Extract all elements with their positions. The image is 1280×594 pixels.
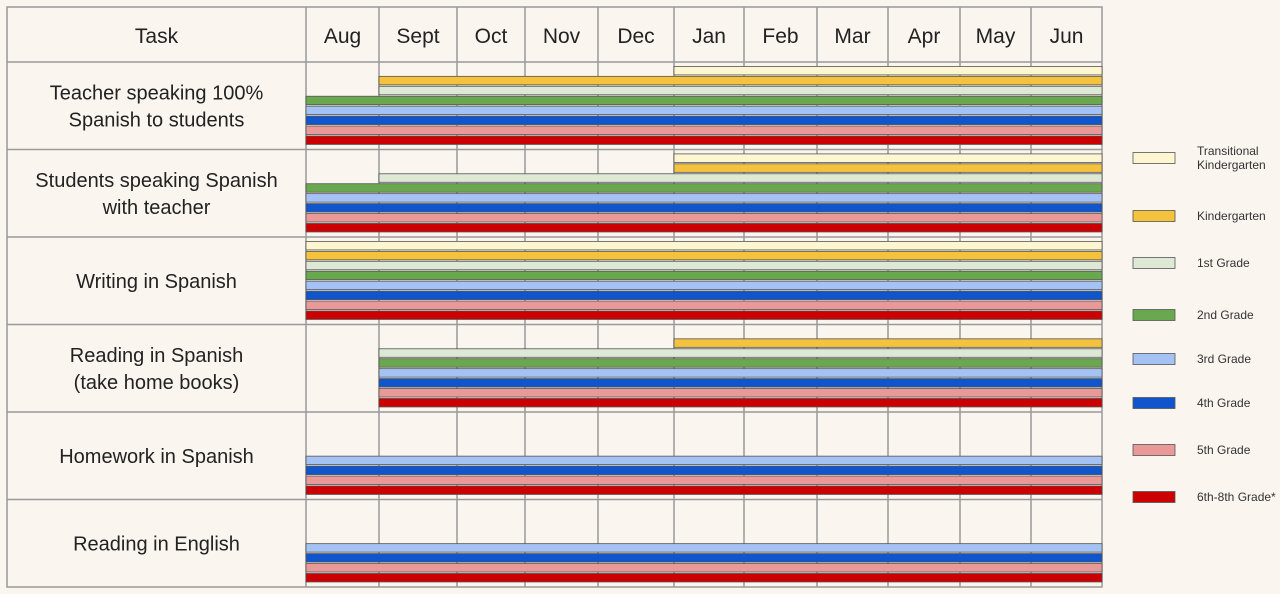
task-label: with teacher [102,197,211,219]
bar-g2-task-1 [305,95,1103,106]
task-label: Reading in English [73,533,240,555]
bar-g3-task-1 [305,105,1103,116]
bar-g5-task-5 [305,475,1103,485]
legend-swatch-g68 [1132,491,1176,503]
month-header-sept: Sept [396,25,439,48]
bar-k-task-2 [673,163,1103,173]
bar-tk-task-2 [673,153,1103,163]
bar-k-task-4 [673,338,1103,348]
bar-g5-task-3 [305,300,1103,310]
legend-label-g3: 3rd Grade [1197,352,1251,366]
month-header-apr: Apr [908,25,941,48]
legend-swatch-tk [1132,152,1176,164]
task-label: Reading in Spanish [70,345,243,367]
legend-swatch-g3 [1132,353,1176,365]
legend-swatch-g4 [1132,397,1176,409]
bar-k-task-3 [305,250,1103,261]
bar-g3-task-4 [378,368,1103,378]
bar-g3-task-2 [305,193,1103,203]
bar-g2-task-4 [378,358,1103,368]
legend-label-g5: 5th Grade [1197,443,1251,457]
legend-label-tk: Transitional [1197,144,1259,158]
legend-swatch-g5 [1132,444,1176,456]
bar-g68-task-6 [305,573,1103,583]
bar-g3-task-6 [305,543,1103,553]
month-header-feb: Feb [762,25,798,48]
bar-g68-task-3 [305,310,1103,320]
bar-g2-task-3 [305,270,1103,281]
bar-g4-task-4 [378,378,1103,388]
legend-swatch-g2 [1132,309,1176,321]
legend-swatch-g1 [1132,257,1176,269]
bar-g68-task-2 [305,223,1103,233]
bar-g2-task-2 [305,183,1103,193]
legend-label-g4: 4th Grade [1197,396,1251,410]
bar-g68-task-1 [305,135,1103,145]
month-header-may: May [976,25,1016,48]
task-label: (take home books) [74,372,240,394]
legend-label-tk: Kindergarten [1197,158,1266,172]
bar-g1-task-3 [305,260,1103,271]
bar-g4-task-5 [305,465,1103,475]
bar-g4-task-1 [305,115,1103,125]
bar-g3-task-3 [305,280,1103,291]
task-label: Teacher speaking 100% [50,82,264,104]
bar-g1-task-4 [378,348,1103,358]
legend-label-g2: 2nd Grade [1197,308,1254,322]
bar-g1-task-1 [378,85,1103,96]
month-header-dec: Dec [617,25,654,48]
bar-g68-task-4 [378,398,1103,408]
bar-k-task-1 [378,75,1103,86]
text-layer: Task Aug Sept Oct Nov Dec Jan Feb Mar Apr May Jun Te… [35,25,1083,555]
month-header-aug: Aug [324,25,361,48]
bar-g5-task-4 [378,388,1103,398]
bar-g68-task-5 [305,485,1103,495]
legend-label-g1: 1st Grade [1197,256,1250,270]
task-label: Homework in Spanish [59,446,254,468]
month-header-jun: Jun [1050,25,1084,48]
bar-g5-task-1 [305,125,1103,135]
month-header-nov: Nov [543,25,581,48]
month-header-mar: Mar [834,25,870,48]
month-header-jan: Jan [692,25,726,48]
task-label: Spanish to students [69,109,245,131]
legend: TransitionalKindergartenKindergarten1st … [1132,144,1276,504]
legend-label-g68: 6th-8th Grade* [1197,490,1276,504]
month-header-oct: Oct [475,25,508,48]
bar-tk-task-3 [305,240,1103,251]
bar-tk-task-1 [673,66,1103,76]
bar-g3-task-5 [305,455,1103,466]
legend-swatch-k [1132,210,1176,222]
legend-label-k: Kindergarten [1197,209,1266,223]
bar-layer [305,66,1103,583]
bar-g4-task-2 [305,203,1103,213]
bar-g4-task-3 [305,290,1103,300]
bar-g5-task-6 [305,563,1103,573]
header-task: Task [135,25,179,48]
bar-g4-task-6 [305,553,1103,563]
task-label: Students speaking Spanish [35,170,277,192]
bar-g5-task-2 [305,213,1103,223]
bar-g1-task-2 [378,173,1103,183]
task-label: Writing in Spanish [76,271,237,293]
